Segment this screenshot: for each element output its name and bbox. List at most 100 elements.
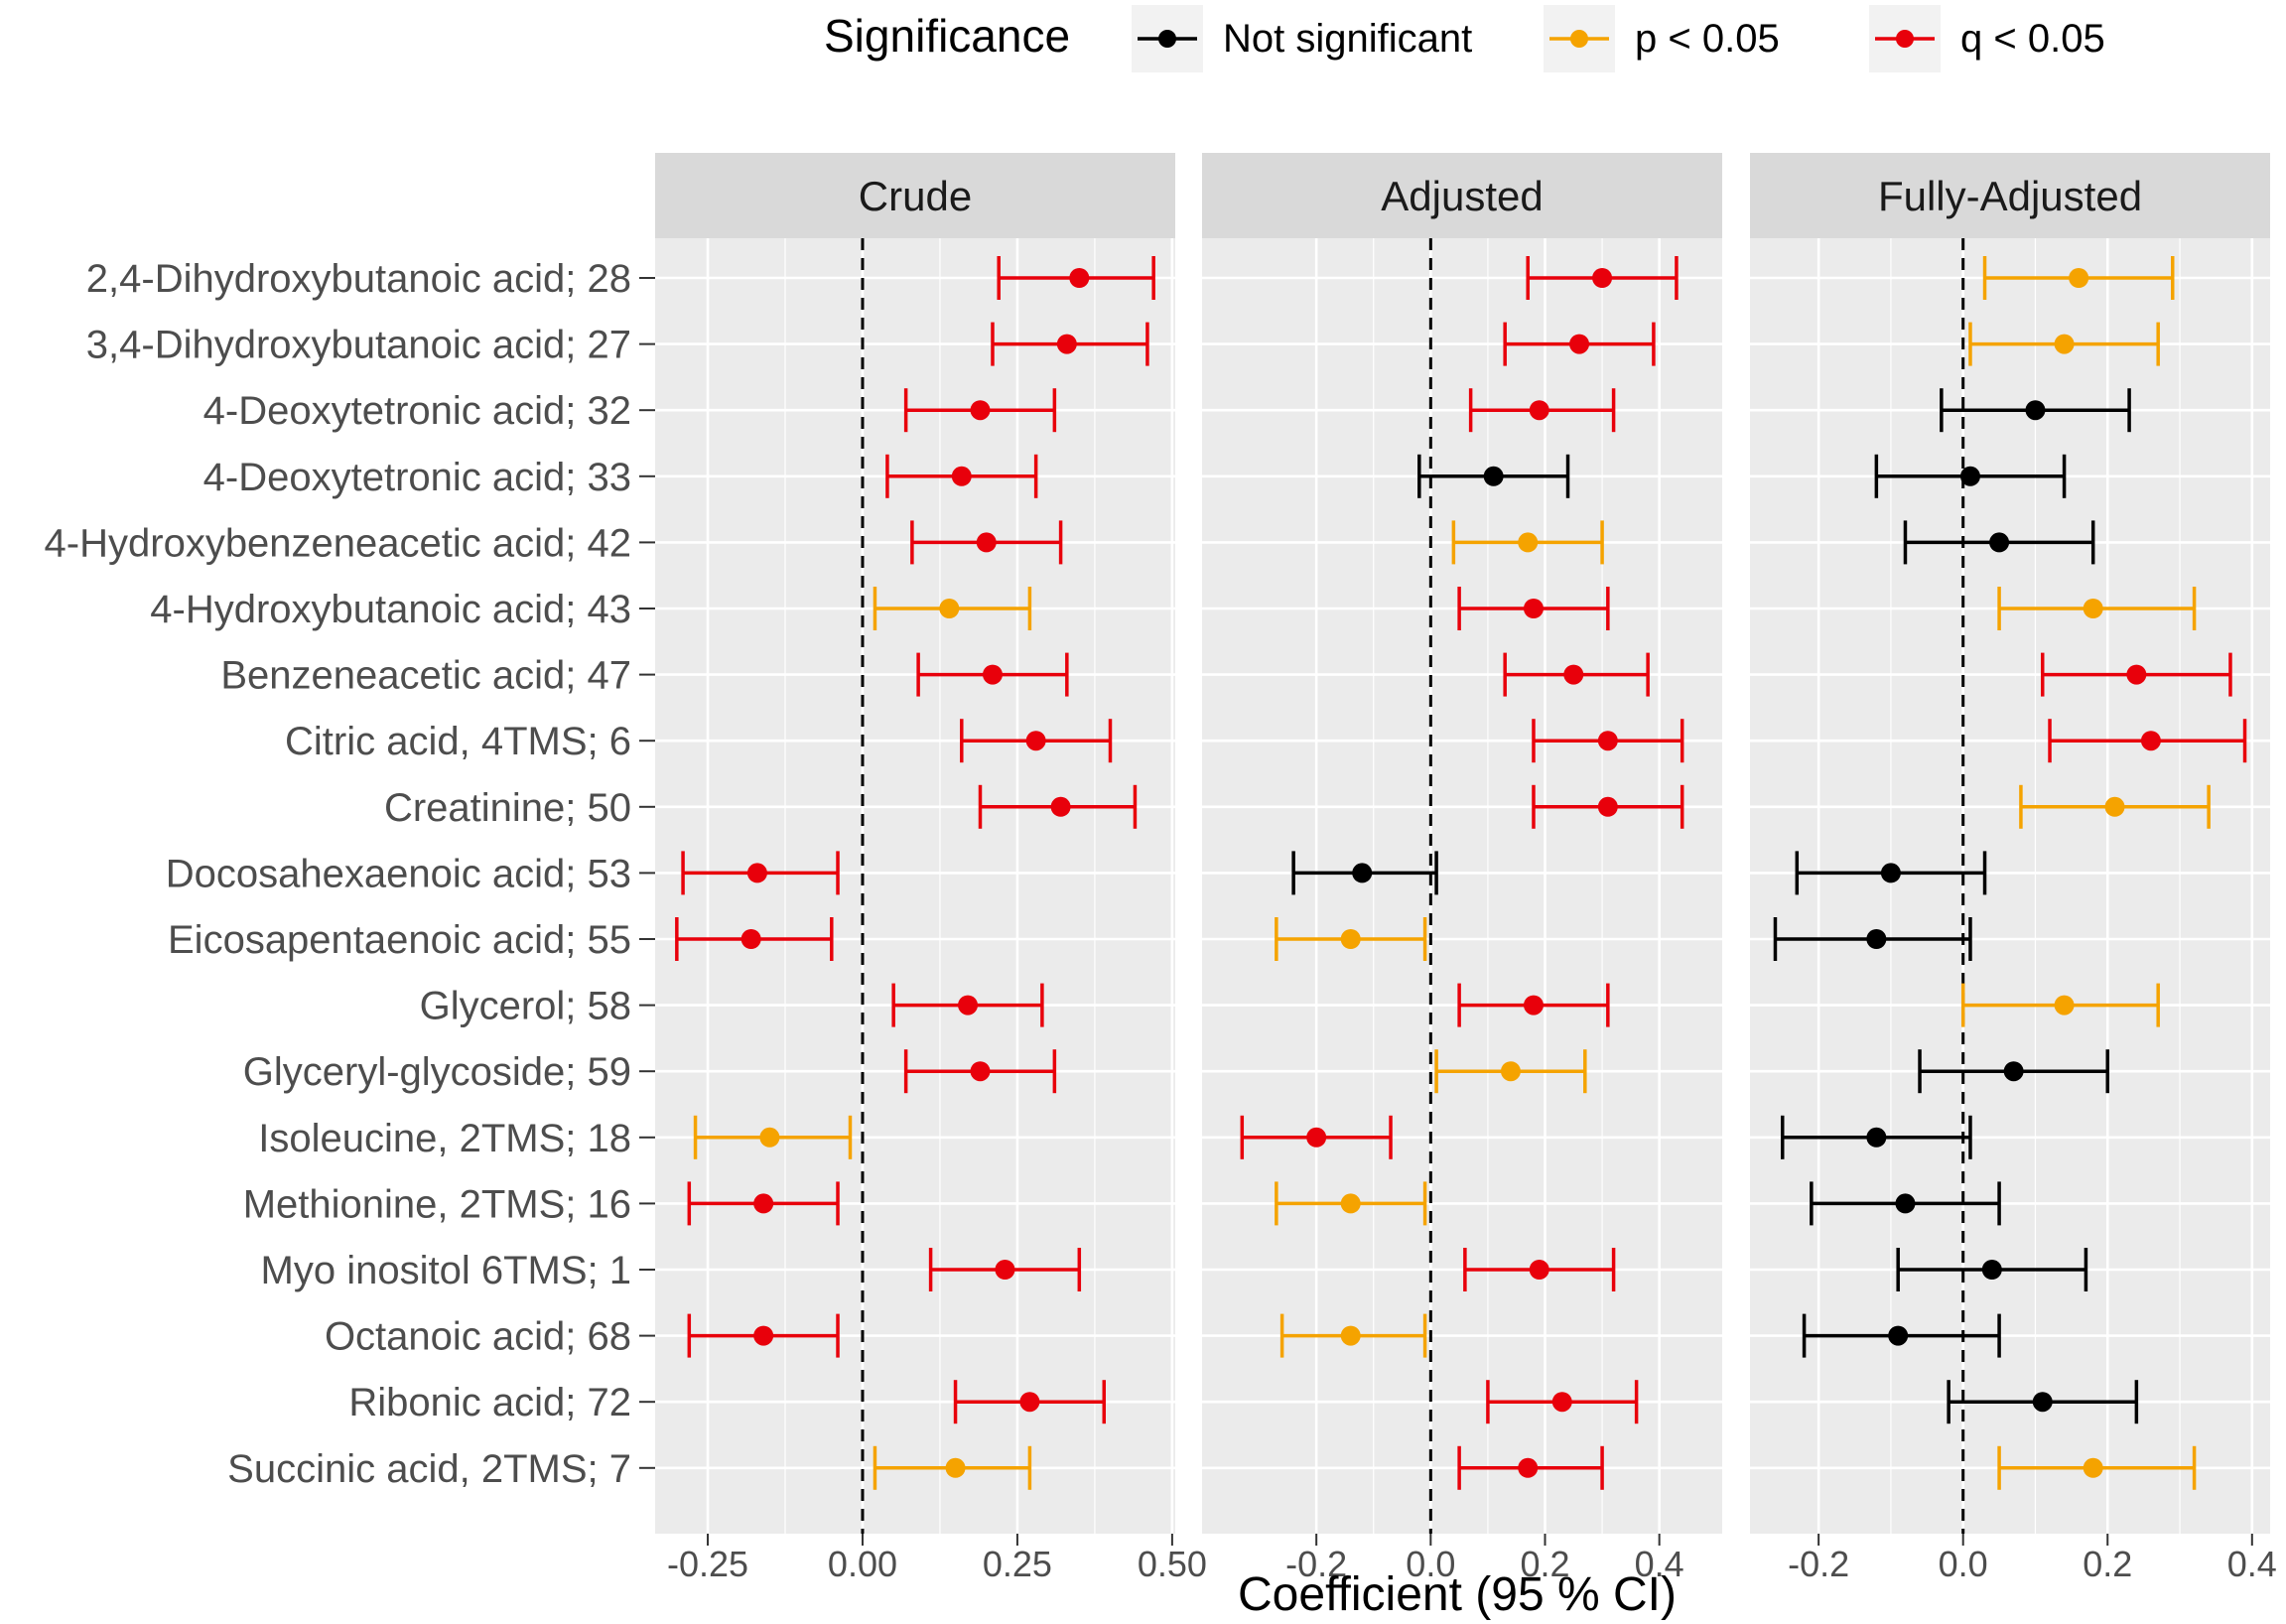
point-estimate xyxy=(2003,1061,2024,1082)
y-label: Isoleucine, 2TMS; 18 xyxy=(258,1117,631,1160)
point-estimate xyxy=(1959,466,1980,486)
y-label: 4-Deoxytetronic acid; 32 xyxy=(203,389,631,433)
point-estimate xyxy=(1056,334,1077,354)
estimate-12 xyxy=(1434,1049,1587,1094)
legend: Significance Not significant p < 0.05 q < … xyxy=(824,5,2105,72)
estimate-14 xyxy=(1275,1181,1427,1226)
point-estimate xyxy=(746,863,767,883)
y-label: Ribonic acid; 72 xyxy=(348,1381,631,1424)
panel-crude: Crude -0.25 0.00 0.25 0.50 xyxy=(655,153,1207,1584)
point-estimate xyxy=(1888,1325,1909,1346)
legend-title: Significance xyxy=(824,10,1070,62)
y-label: 3,4-Dihydroxybutanoic acid; 27 xyxy=(86,324,631,367)
y-label: Eicosapentaenoic acid; 55 xyxy=(168,918,631,962)
estimate-9 xyxy=(1291,851,1438,895)
estimate-15 xyxy=(1463,1248,1616,1291)
point-estimate xyxy=(995,1260,1015,1280)
x-tick-label: 0.4 xyxy=(2227,1544,2277,1584)
estimate-0 xyxy=(1982,256,2175,300)
point-estimate xyxy=(1025,731,1046,751)
estimate-8 xyxy=(1532,784,1684,829)
panel-fully-adjusted: Fully-Adjusted -0.2 0.0 0.2 0.4 xyxy=(1750,153,2277,1584)
x-tick-label: 0.0 xyxy=(1939,1544,1988,1584)
estimate-10 xyxy=(1275,917,1427,961)
point-estimate xyxy=(2069,268,2089,288)
panel-strip xyxy=(1750,153,2270,238)
estimate-0 xyxy=(997,256,1155,300)
point-estimate xyxy=(1981,1260,2002,1280)
estimate-1 xyxy=(1503,322,1656,366)
point-estimate xyxy=(1563,664,1584,685)
point-estimate xyxy=(1592,268,1613,288)
point-estimate xyxy=(1019,1392,1040,1413)
panel-title: Crude xyxy=(859,173,972,219)
legend-item-p: p < 0.05 xyxy=(1544,5,1780,72)
estimate-9 xyxy=(681,851,840,895)
estimate-9 xyxy=(1795,851,1987,895)
point-estimate xyxy=(1340,1325,1361,1346)
point-estimate xyxy=(939,599,960,618)
x-tick-label: 0.50 xyxy=(1138,1544,1207,1584)
y-label: Citric acid, 4TMS; 6 xyxy=(285,720,631,763)
legend-item-q: q < 0.05 xyxy=(1869,5,2105,72)
point-estimate xyxy=(2054,334,2075,354)
panels: Crude -0.25 0.00 0.25 0.50 Adjusted -0.2 0.0 0.2… xyxy=(655,153,2277,1584)
estimate-1 xyxy=(991,322,1149,366)
point-estimate xyxy=(2126,664,2147,685)
point-estimate xyxy=(1523,599,1544,618)
estimate-5 xyxy=(1457,587,1610,630)
estimate-17 xyxy=(1947,1380,2139,1424)
point-estimate xyxy=(951,466,972,486)
legend-item-ns: Not significant xyxy=(1132,5,1472,72)
y-label: Creatinine; 50 xyxy=(384,786,631,830)
estimate-14 xyxy=(687,1181,840,1226)
x-tick-label: -0.2 xyxy=(1788,1544,1849,1584)
x-tick-label: -0.25 xyxy=(667,1544,748,1584)
panel-title: Adjusted xyxy=(1381,173,1543,219)
panel-strip xyxy=(1202,153,1722,238)
estimate-18 xyxy=(1457,1445,1604,1490)
y-label: Myo inositol 6TMS; 1 xyxy=(261,1249,631,1292)
y-label: 4-Hydroxybutanoic acid; 43 xyxy=(150,588,631,631)
point-estimate xyxy=(2054,995,2075,1015)
point-estimate xyxy=(1483,466,1504,486)
estimate-5 xyxy=(873,587,1032,630)
estimate-0 xyxy=(1526,256,1679,300)
estimate-8 xyxy=(2019,784,2211,829)
estimate-7 xyxy=(960,719,1113,763)
point-estimate xyxy=(1895,1193,1916,1214)
y-axis-labels: 2,4-Dihydroxybutanoic acid; 28 3,4-Dihydr… xyxy=(45,257,655,1491)
estimate-16 xyxy=(1279,1313,1427,1358)
point-estimate xyxy=(1866,1127,1887,1148)
x-tick-label: 0.2 xyxy=(1520,1544,1569,1584)
panel-background xyxy=(655,238,1175,1534)
legend-label: p < 0.05 xyxy=(1635,17,1780,61)
point-estimate xyxy=(1050,796,1071,817)
estimate-11 xyxy=(1457,983,1610,1027)
y-label: 4-Deoxytetronic acid; 33 xyxy=(203,456,631,499)
legend-label: q < 0.05 xyxy=(1960,17,2105,61)
legend-key-point xyxy=(1570,30,1588,48)
estimate-11 xyxy=(1960,983,2160,1027)
legend-key-point xyxy=(1896,30,1914,48)
y-label: Glyceryl-glycoside; 59 xyxy=(243,1050,631,1094)
point-estimate xyxy=(759,1127,780,1148)
x-tick-label: 0.25 xyxy=(983,1544,1052,1584)
estimate-3 xyxy=(1417,454,1570,498)
legend-label: Not significant xyxy=(1223,17,1472,61)
point-estimate xyxy=(1340,929,1361,949)
x-tick-label: 0.4 xyxy=(1635,1544,1684,1584)
point-estimate xyxy=(2083,599,2103,618)
estimate-8 xyxy=(978,784,1138,829)
panel-background xyxy=(1202,238,1722,1534)
estimate-13 xyxy=(1240,1115,1393,1159)
estimate-6 xyxy=(2041,652,2232,697)
estimate-6 xyxy=(1503,652,1650,697)
point-estimate xyxy=(1529,400,1549,421)
panel-strip xyxy=(655,153,1175,238)
estimate-10 xyxy=(1773,917,1972,961)
estimate-14 xyxy=(1810,1181,2001,1226)
point-estimate xyxy=(945,1457,966,1478)
point-estimate xyxy=(1340,1193,1361,1214)
